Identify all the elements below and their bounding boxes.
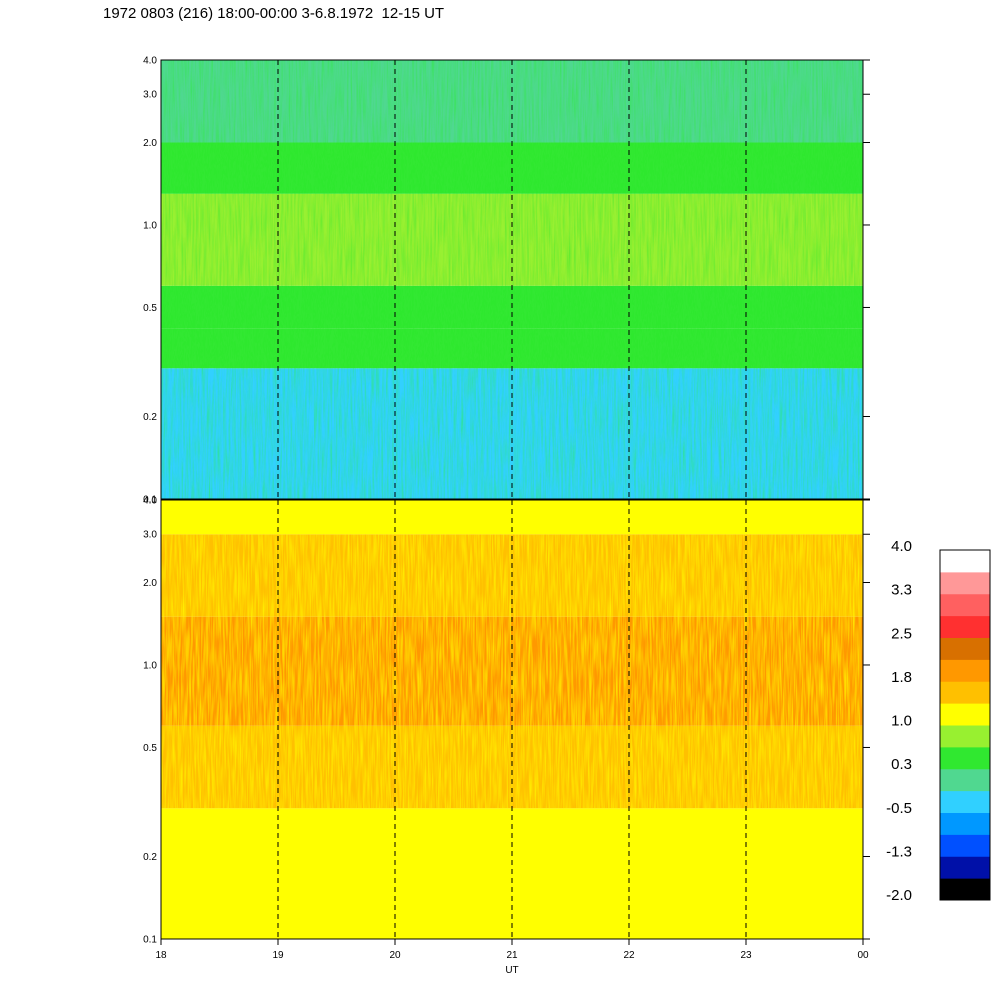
colorbar-swatch bbox=[940, 681, 990, 704]
lower-panel: 0.1 0.2 0.5 1.0 2.0 3.0 4.0 bbox=[143, 496, 870, 946]
colorbar-swatch bbox=[940, 637, 990, 660]
y-tick-label: 0.1 bbox=[143, 495, 157, 506]
colorbar-swatch bbox=[940, 593, 990, 617]
x-tick-label: 23 bbox=[740, 950, 752, 961]
colorbar-swatch bbox=[940, 834, 990, 857]
upper-panel: 0.1 0.2 0.5 1.0 2.0 3.0 4.0 bbox=[143, 56, 870, 506]
y-tick-label: 3.0 bbox=[143, 530, 157, 541]
y-tick-label: 3.0 bbox=[143, 90, 157, 101]
colorbar-swatch bbox=[940, 725, 990, 748]
x-axis-label: UT bbox=[505, 965, 518, 976]
y-tick-label: 2.0 bbox=[143, 138, 157, 149]
y-tick-label: 0.5 bbox=[143, 743, 157, 754]
colorbar-swatch bbox=[940, 550, 990, 573]
colorbar bbox=[939, 549, 991, 901]
page-title: 1972 0803 (216) 18:00-00:00 3-6.8.1972 1… bbox=[103, 5, 445, 22]
x-tick-label: 22 bbox=[623, 950, 635, 961]
y-tick-label: 1.0 bbox=[143, 660, 157, 671]
y-tick-label: 0.1 bbox=[143, 935, 157, 946]
y-tick-label: 0.5 bbox=[143, 303, 157, 314]
colorbar-swatch bbox=[940, 703, 990, 726]
y-tick-label: 2.0 bbox=[143, 578, 157, 589]
upper-panel-frame bbox=[160, 59, 864, 500]
y-tick-label: 0.2 bbox=[143, 412, 157, 423]
colorbar-labels: 4.0 3.3 2.5 1.8 1.0 0.3 -0.5 -1.3 -2.0 bbox=[886, 538, 912, 904]
colorbar-label: 4.0 bbox=[891, 538, 912, 555]
y-tick-label: 1.0 bbox=[143, 220, 157, 231]
colorbar-swatch bbox=[940, 768, 990, 792]
colorbar-label: -2.0 bbox=[886, 887, 912, 904]
colorbar-label: 1.8 bbox=[891, 669, 912, 686]
colorbar-label: 0.3 bbox=[891, 756, 912, 773]
value-band-lower-1 bbox=[161, 725, 863, 809]
colorbar-swatch bbox=[940, 812, 990, 835]
x-tick-label: 19 bbox=[272, 950, 284, 961]
colorbar-frame bbox=[939, 549, 991, 901]
x-tick-label: 18 bbox=[155, 950, 167, 961]
colorbar-swatch bbox=[940, 571, 990, 595]
x-tick-label: 00 bbox=[857, 950, 869, 961]
x-tick-label: 20 bbox=[389, 950, 401, 961]
colorbar-label: 1.0 bbox=[891, 713, 912, 730]
colorbar-swatch bbox=[940, 856, 990, 879]
x-axis: 18 19 20 21 22 23 00 bbox=[155, 939, 869, 961]
y-tick-label: 4.0 bbox=[143, 496, 157, 507]
colorbar-swatch bbox=[940, 746, 990, 770]
colorbar-label: 2.5 bbox=[891, 625, 912, 642]
colorbar-label: -0.5 bbox=[886, 800, 912, 817]
colorbar-label: 3.3 bbox=[891, 582, 912, 599]
colorbar-swatch bbox=[940, 790, 990, 813]
colorbar-label: -1.3 bbox=[886, 843, 912, 860]
x-tick-label: 21 bbox=[506, 950, 518, 961]
colorbar-swatch bbox=[940, 615, 990, 638]
y-tick-label: 4.0 bbox=[143, 56, 157, 67]
y-tick-label: 0.2 bbox=[143, 852, 157, 863]
colorbar-swatch bbox=[940, 878, 990, 901]
colorbar-swatch bbox=[940, 659, 990, 682]
